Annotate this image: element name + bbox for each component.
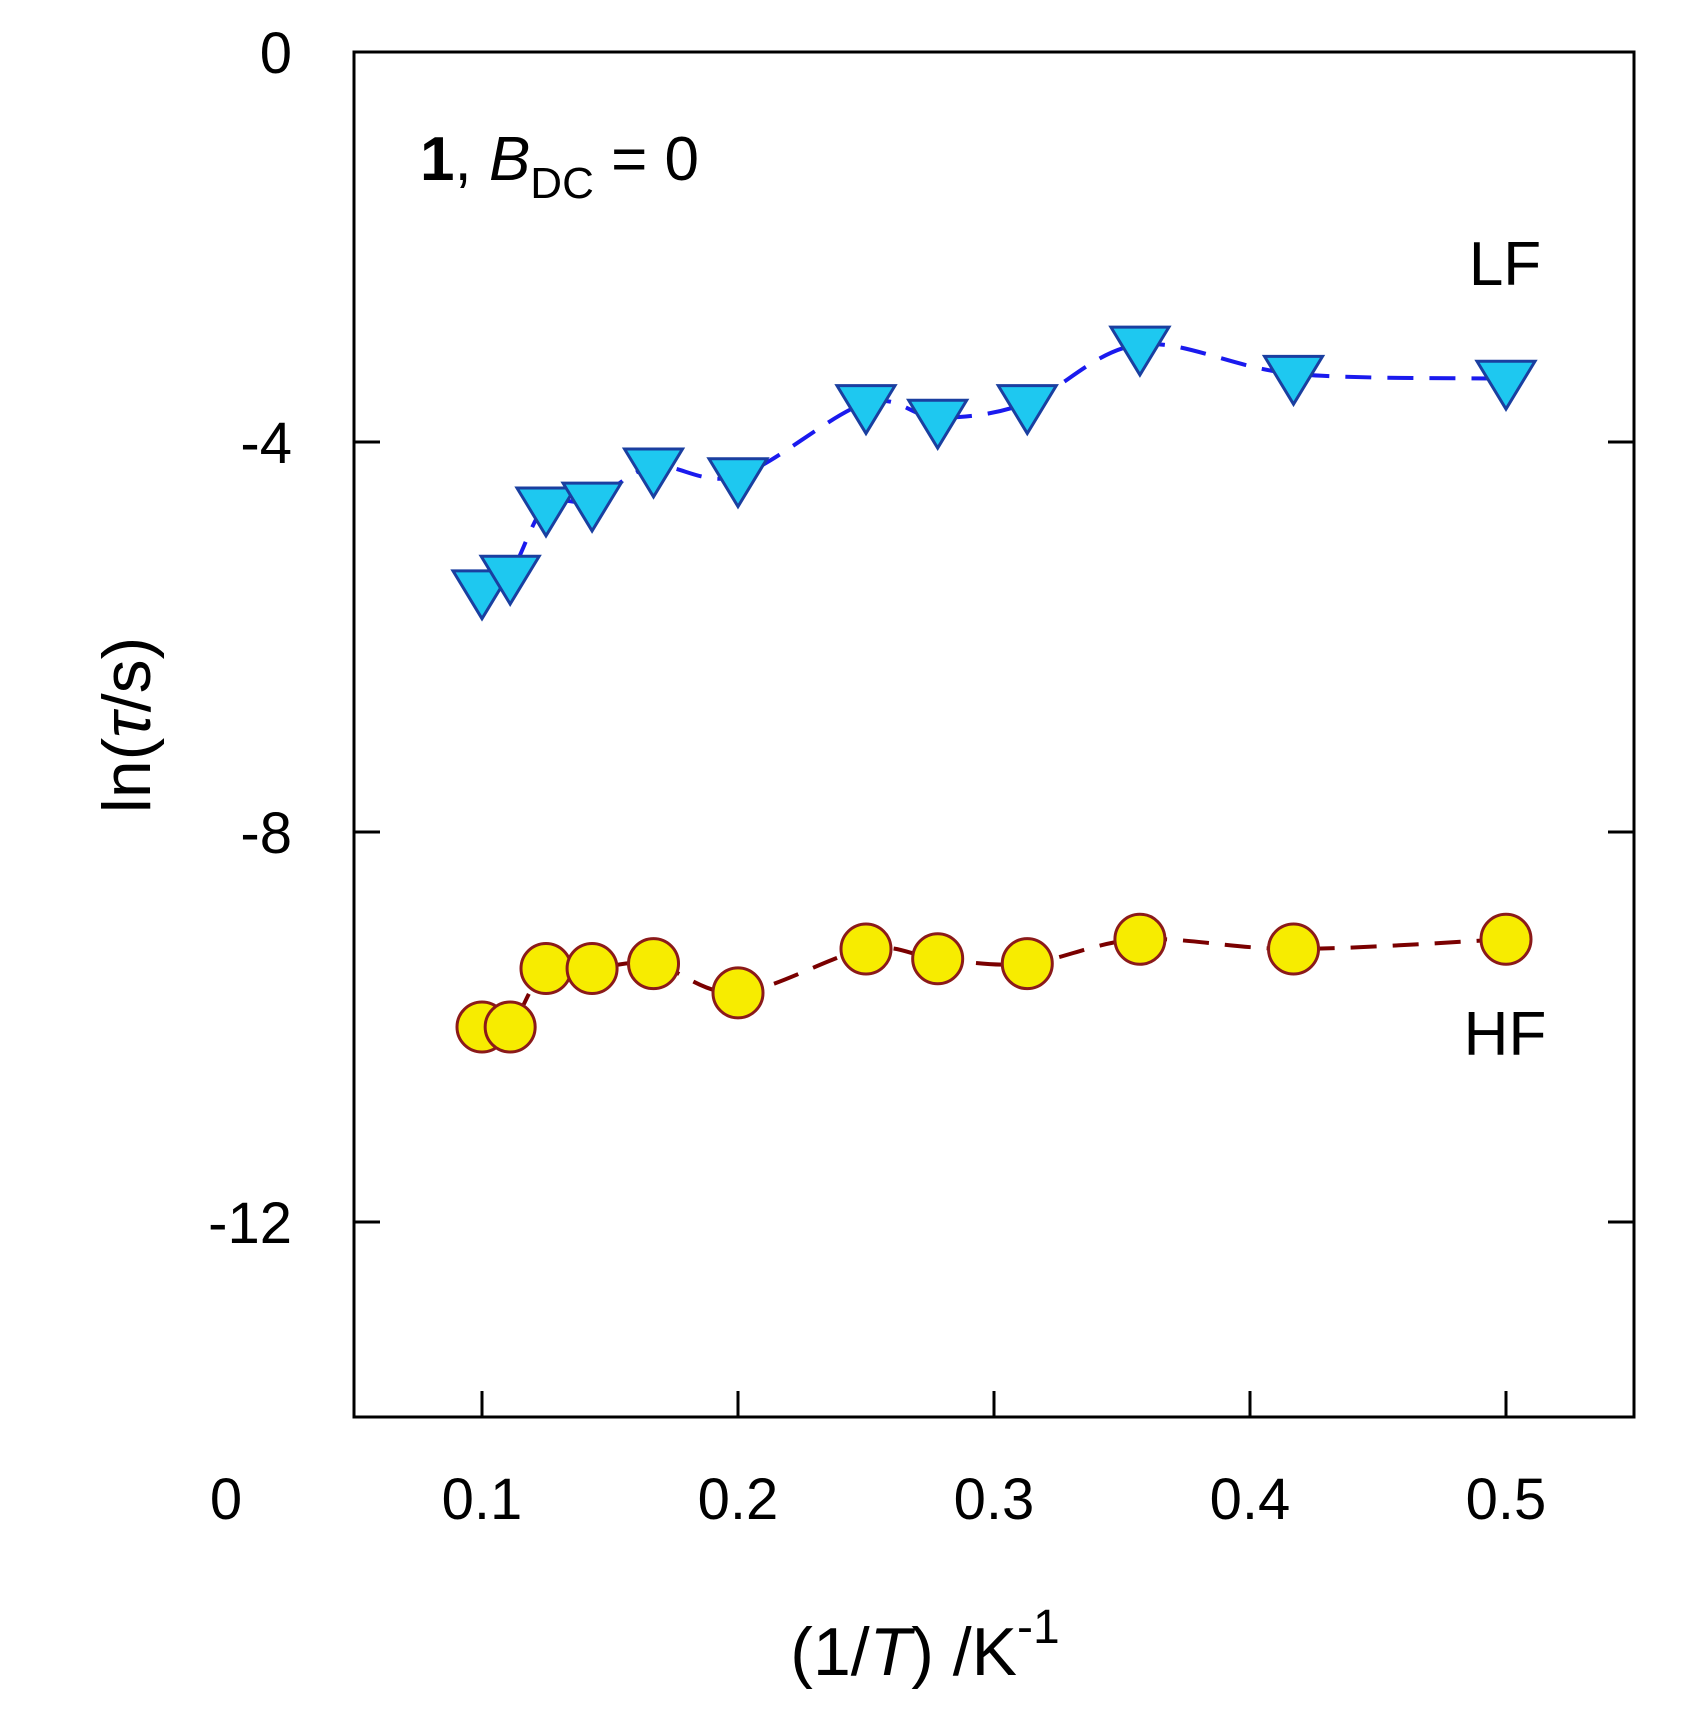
y-tick-label: -12: [208, 1191, 292, 1256]
y-axis-title-var: τ: [89, 709, 165, 738]
data-point-hf: [1479, 912, 1533, 966]
x-axis-title: (1/T) /K-1: [790, 1601, 1059, 1690]
x-tick-label: 0.4: [1210, 1467, 1291, 1532]
data-point-lf: [1474, 359, 1538, 412]
data-point-hf: [565, 942, 619, 995]
y-tick-label: -8: [240, 801, 292, 866]
data-point-hf: [627, 937, 681, 991]
y-axis-title-post: /s): [89, 637, 165, 713]
data-point-lf: [621, 447, 686, 500]
x-origin-label: 0: [210, 1467, 242, 1532]
y-tick-label: 0: [260, 21, 292, 86]
data-point-hf: [1000, 937, 1054, 991]
series-markers: [450, 325, 1538, 1054]
y-axis-title: ln(τ/s): [89, 637, 165, 814]
panel-title: 1, BDC = 0: [420, 125, 699, 208]
y-axis-title-pre: ln(: [89, 737, 165, 813]
data-point-lf: [834, 384, 898, 437]
panel-title-var: B: [489, 125, 530, 194]
panel-title-compound: 1: [420, 125, 454, 194]
panel-title-sub: DC: [530, 159, 594, 208]
x-tick-label: 0.5: [1466, 1467, 1547, 1532]
data-point-hf: [839, 922, 893, 976]
x-axis-title-pre: (1/: [790, 1614, 869, 1690]
data-point-hf: [711, 966, 765, 1020]
data-point-hf: [1113, 912, 1167, 966]
x-axis-title-sup: -1: [1017, 1601, 1060, 1654]
data-point-hf: [1267, 922, 1321, 976]
data-point-lf: [1108, 325, 1172, 378]
series-lines: [481, 341, 1507, 1034]
x-tick-label: 0.2: [698, 1467, 779, 1532]
data-point-hf: [911, 932, 965, 986]
y-tick-label: -4: [240, 411, 292, 476]
x-axis-title-var: T: [870, 1614, 916, 1690]
lf-annotation: LF: [1469, 230, 1541, 299]
x-tick-label: 0.3: [954, 1467, 1035, 1532]
data-point-lf: [706, 457, 770, 510]
data-point-hf: [519, 942, 573, 995]
data-point-lf: [1261, 354, 1326, 408]
data-point-lf: [906, 398, 970, 451]
panel-title-rest: = 0: [594, 125, 699, 194]
panel-title-sep: ,: [454, 125, 488, 194]
axes: [352, 50, 1636, 1419]
data-point-hf: [483, 1000, 537, 1054]
data-point-lf: [514, 486, 578, 539]
data-point-lf: [995, 384, 1059, 437]
x-tick-label: 0.1: [442, 1467, 523, 1532]
data-point-lf: [478, 554, 542, 607]
data-point-lf: [560, 481, 624, 534]
plot-frame: [352, 50, 1636, 1419]
x-axis-title-post: ) /K: [911, 1614, 1017, 1690]
hf-annotation: HF: [1464, 1000, 1547, 1069]
